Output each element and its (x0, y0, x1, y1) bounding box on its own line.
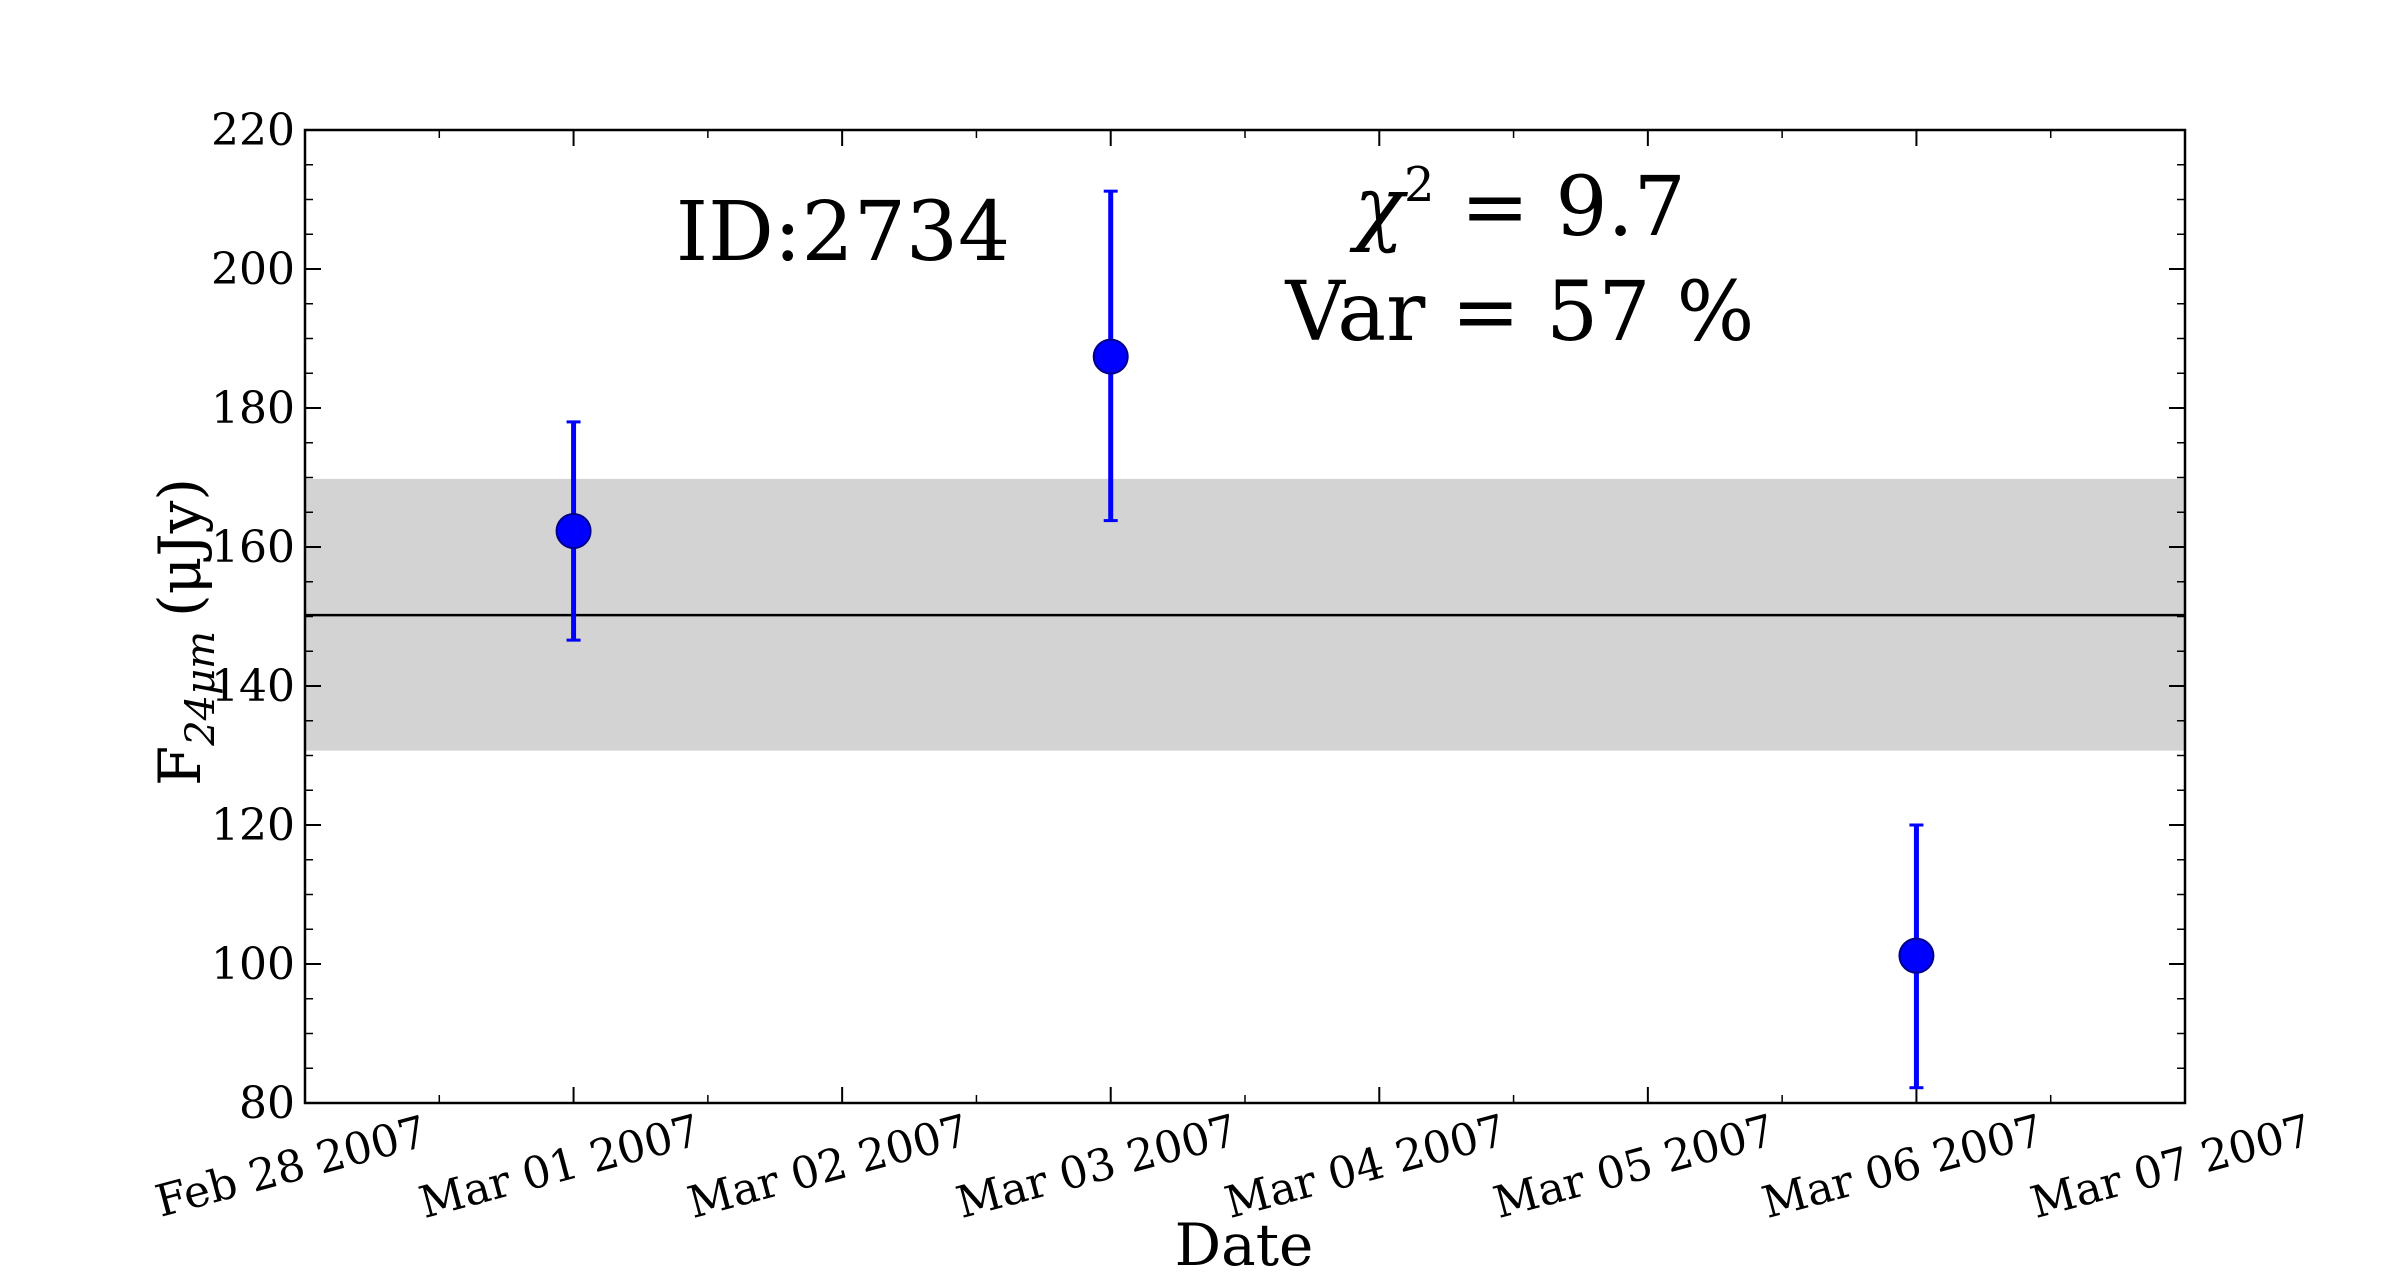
y-tick-label: 200 (211, 244, 295, 295)
data-point (1898, 937, 1935, 974)
annotation-variability: Var = 57 % (1285, 265, 1755, 360)
y-tick-label: 160 (211, 522, 295, 573)
x-tick-label: Mar 07 2007 (2025, 1105, 2317, 1229)
y-tick-label: 140 (211, 661, 295, 712)
plot-frame (303, 128, 2187, 1105)
chi-superscript: 2 (1404, 157, 1435, 213)
x-tick-label: Mar 05 2007 (1488, 1105, 1780, 1229)
y-tick-label: 180 (211, 383, 295, 434)
y-axis-title-unit: (μJy) (146, 478, 214, 617)
x-tick-label: Mar 02 2007 (683, 1105, 975, 1229)
data-point (555, 513, 592, 550)
y-tick-label: 120 (211, 800, 295, 851)
x-tick-label: Mar 01 2007 (414, 1105, 706, 1229)
annotation-id: ID:2734 (676, 185, 1010, 280)
x-tick-label: Mar 06 2007 (1757, 1105, 2049, 1229)
y-tick-label: 80 (239, 1078, 295, 1129)
y-axis-title-sub: 24μm (178, 631, 224, 747)
annotation-chi-squared: χ2 = 9.7 (1349, 157, 1686, 255)
chi-symbol: χ (1349, 160, 1408, 255)
y-tick-label: 220 (211, 105, 295, 156)
chi-value: = 9.7 (1435, 160, 1686, 255)
y-axis-title-main: F (146, 746, 214, 786)
x-axis-title: Date (1175, 1211, 1314, 1279)
y-axis-title: F24μm (μJy) (146, 478, 224, 786)
data-point (1092, 338, 1129, 375)
y-tick-label: 100 (211, 939, 295, 990)
